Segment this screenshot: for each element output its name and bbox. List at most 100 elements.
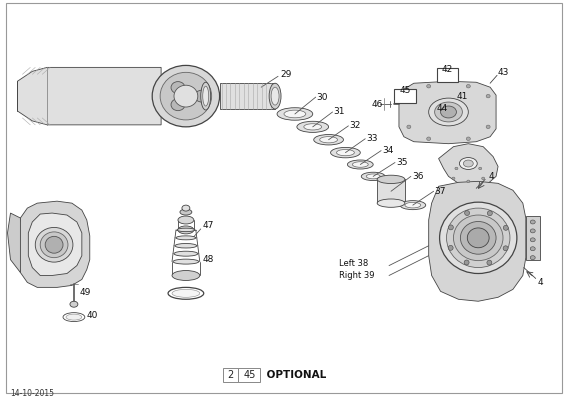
Text: 43: 43 (498, 68, 509, 77)
Ellipse shape (284, 110, 306, 118)
Ellipse shape (195, 90, 208, 102)
Polygon shape (429, 181, 526, 301)
Ellipse shape (427, 84, 431, 88)
Ellipse shape (180, 209, 192, 215)
Ellipse shape (277, 108, 313, 120)
Ellipse shape (66, 314, 82, 320)
Text: 41: 41 (457, 92, 468, 101)
Ellipse shape (45, 236, 63, 253)
Text: 2: 2 (227, 370, 233, 380)
Ellipse shape (171, 99, 185, 111)
Ellipse shape (465, 210, 470, 216)
Ellipse shape (304, 124, 321, 130)
Ellipse shape (366, 174, 380, 179)
Ellipse shape (466, 137, 470, 140)
Text: 45: 45 (399, 86, 411, 95)
Ellipse shape (269, 83, 281, 109)
Text: Right 39: Right 39 (340, 271, 375, 280)
Ellipse shape (427, 137, 431, 140)
Ellipse shape (460, 158, 477, 170)
Ellipse shape (35, 228, 73, 262)
Text: 14-10-2015: 14-10-2015 (10, 390, 55, 398)
Ellipse shape (297, 121, 329, 132)
Ellipse shape (407, 94, 411, 98)
Ellipse shape (467, 180, 470, 182)
Text: 45: 45 (243, 370, 256, 380)
Bar (394, 89, 416, 103)
Bar (223, 368, 239, 382)
Text: 42: 42 (442, 65, 453, 74)
Ellipse shape (174, 85, 198, 107)
Polygon shape (7, 213, 20, 272)
Ellipse shape (178, 216, 194, 224)
Bar (239, 368, 260, 382)
Ellipse shape (152, 66, 220, 127)
Ellipse shape (168, 287, 204, 299)
Text: 46: 46 (371, 100, 383, 108)
Ellipse shape (453, 215, 503, 261)
Text: 47: 47 (203, 222, 214, 230)
Ellipse shape (174, 251, 198, 256)
Ellipse shape (320, 137, 337, 143)
Bar (437, 68, 458, 82)
Ellipse shape (463, 160, 473, 167)
Ellipse shape (176, 236, 196, 240)
Ellipse shape (336, 150, 354, 156)
Ellipse shape (482, 177, 485, 180)
Ellipse shape (40, 232, 68, 258)
Ellipse shape (487, 211, 492, 216)
Ellipse shape (331, 148, 360, 158)
Text: Left 38: Left 38 (340, 259, 369, 268)
Text: 49: 49 (80, 288, 91, 297)
Text: 34: 34 (382, 146, 394, 155)
Ellipse shape (531, 247, 535, 251)
Ellipse shape (400, 201, 425, 210)
Ellipse shape (182, 205, 190, 211)
Text: 48: 48 (203, 255, 214, 264)
Polygon shape (377, 179, 405, 203)
Text: 30: 30 (317, 93, 328, 102)
Text: 32: 32 (349, 121, 361, 130)
Polygon shape (438, 144, 498, 186)
Ellipse shape (479, 167, 482, 170)
Ellipse shape (446, 208, 510, 268)
Ellipse shape (486, 125, 490, 128)
Ellipse shape (531, 238, 535, 242)
Ellipse shape (172, 289, 200, 297)
Ellipse shape (467, 228, 489, 248)
Ellipse shape (175, 244, 197, 248)
Ellipse shape (405, 202, 421, 208)
Ellipse shape (178, 226, 194, 234)
Polygon shape (399, 81, 496, 144)
Text: 4: 4 (488, 172, 494, 181)
Ellipse shape (203, 86, 208, 106)
Ellipse shape (435, 102, 462, 122)
Ellipse shape (160, 72, 212, 120)
Ellipse shape (531, 229, 535, 233)
Ellipse shape (503, 246, 508, 251)
Ellipse shape (348, 160, 373, 169)
Ellipse shape (361, 172, 385, 180)
Text: 29: 29 (280, 70, 291, 79)
Ellipse shape (177, 228, 195, 232)
Ellipse shape (314, 134, 344, 145)
Ellipse shape (448, 225, 453, 230)
Ellipse shape (352, 162, 368, 167)
Text: OPTIONAL: OPTIONAL (263, 370, 327, 380)
Text: 44: 44 (437, 104, 448, 112)
Ellipse shape (429, 98, 469, 126)
Ellipse shape (486, 94, 490, 98)
Ellipse shape (377, 199, 405, 207)
Text: 40: 40 (87, 311, 98, 320)
Ellipse shape (70, 301, 78, 307)
Ellipse shape (461, 222, 496, 254)
Ellipse shape (448, 245, 453, 250)
Ellipse shape (441, 106, 457, 118)
Ellipse shape (173, 259, 199, 264)
Ellipse shape (487, 260, 492, 265)
Ellipse shape (63, 313, 85, 322)
Polygon shape (220, 83, 275, 109)
Ellipse shape (466, 84, 470, 88)
Ellipse shape (172, 270, 200, 280)
Ellipse shape (452, 177, 455, 180)
